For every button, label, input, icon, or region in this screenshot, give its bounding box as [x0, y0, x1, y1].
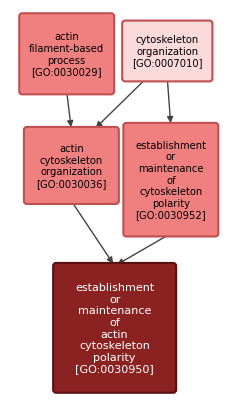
Text: actin
cytoskeleton
organization
[GO:0030036]: actin cytoskeleton organization [GO:0030… — [36, 144, 106, 188]
FancyBboxPatch shape — [24, 128, 119, 205]
FancyBboxPatch shape — [123, 124, 218, 237]
FancyBboxPatch shape — [19, 14, 114, 95]
FancyBboxPatch shape — [53, 263, 176, 393]
Text: establishment
or
maintenance
of
cytoskeleton
polarity
[GO:0030952]: establishment or maintenance of cytoskel… — [135, 141, 206, 220]
Text: establishment
or
maintenance
of
actin
cytoskeleton
polarity
[GO:0030950]: establishment or maintenance of actin cy… — [75, 283, 154, 373]
Text: cytoskeleton
organization
[GO:0007010]: cytoskeleton organization [GO:0007010] — [132, 35, 203, 68]
Text: actin
filament-based
process
[GO:0030029]: actin filament-based process [GO:0030029… — [29, 32, 104, 77]
FancyBboxPatch shape — [122, 21, 212, 82]
